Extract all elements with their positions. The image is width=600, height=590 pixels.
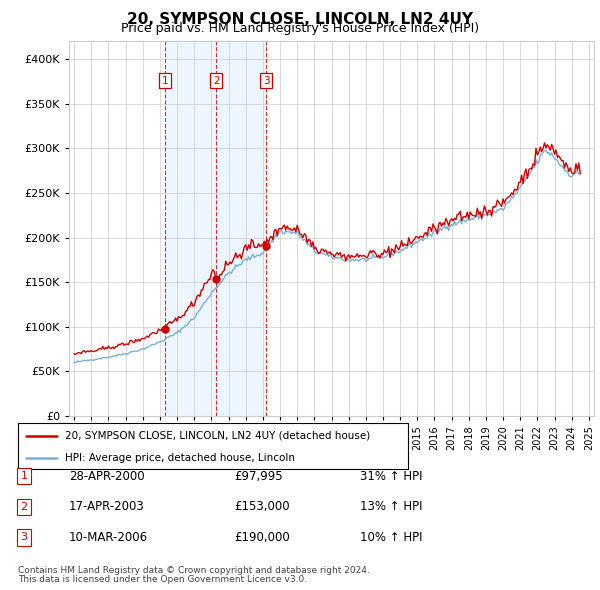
Text: 2: 2: [20, 502, 28, 512]
Text: 1: 1: [20, 471, 28, 481]
Text: 28-APR-2000: 28-APR-2000: [69, 470, 145, 483]
Text: 31% ↑ HPI: 31% ↑ HPI: [360, 470, 422, 483]
Text: 20, SYMPSON CLOSE, LINCOLN, LN2 4UY (detached house): 20, SYMPSON CLOSE, LINCOLN, LN2 4UY (det…: [65, 431, 370, 441]
Text: HPI: Average price, detached house, Lincoln: HPI: Average price, detached house, Linc…: [65, 453, 295, 463]
Text: £190,000: £190,000: [234, 531, 290, 544]
Text: £97,995: £97,995: [234, 470, 283, 483]
Text: 3: 3: [263, 76, 269, 86]
Text: 3: 3: [20, 533, 28, 542]
Text: Contains HM Land Registry data © Crown copyright and database right 2024.: Contains HM Land Registry data © Crown c…: [18, 566, 370, 575]
Text: £153,000: £153,000: [234, 500, 290, 513]
Text: 10% ↑ HPI: 10% ↑ HPI: [360, 531, 422, 544]
Text: This data is licensed under the Open Government Licence v3.0.: This data is licensed under the Open Gov…: [18, 575, 307, 584]
Text: 2: 2: [213, 76, 220, 86]
Text: 17-APR-2003: 17-APR-2003: [69, 500, 145, 513]
Text: 10-MAR-2006: 10-MAR-2006: [69, 531, 148, 544]
Text: 1: 1: [161, 76, 168, 86]
Bar: [165, 41, 266, 416]
Text: 13% ↑ HPI: 13% ↑ HPI: [360, 500, 422, 513]
Text: Price paid vs. HM Land Registry's House Price Index (HPI): Price paid vs. HM Land Registry's House …: [121, 22, 479, 35]
Text: 20, SYMPSON CLOSE, LINCOLN, LN2 4UY: 20, SYMPSON CLOSE, LINCOLN, LN2 4UY: [127, 12, 473, 27]
